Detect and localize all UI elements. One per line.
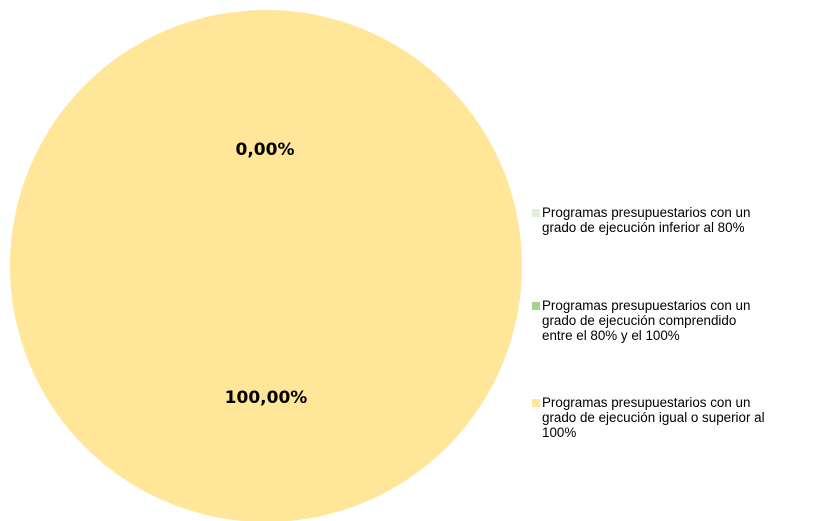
legend-label: Programas presupuestarios con un grado d… — [542, 205, 751, 235]
slice-100-or-more — [10, 10, 522, 521]
pie-slices — [10, 10, 522, 521]
pie-data-labels: 0,00% 100,00% — [225, 140, 308, 408]
legend-swatch — [532, 209, 540, 217]
legend-swatch — [532, 302, 540, 310]
legend-label: Programas presupuestarios con un grado d… — [542, 395, 765, 440]
data-label-between-80-100: 0,00% — [236, 140, 295, 160]
legend-swatch — [532, 399, 540, 407]
legend-label: Programas presupuestarios con un grado d… — [542, 298, 751, 343]
data-label-100-or-more: 100,00% — [225, 388, 308, 408]
